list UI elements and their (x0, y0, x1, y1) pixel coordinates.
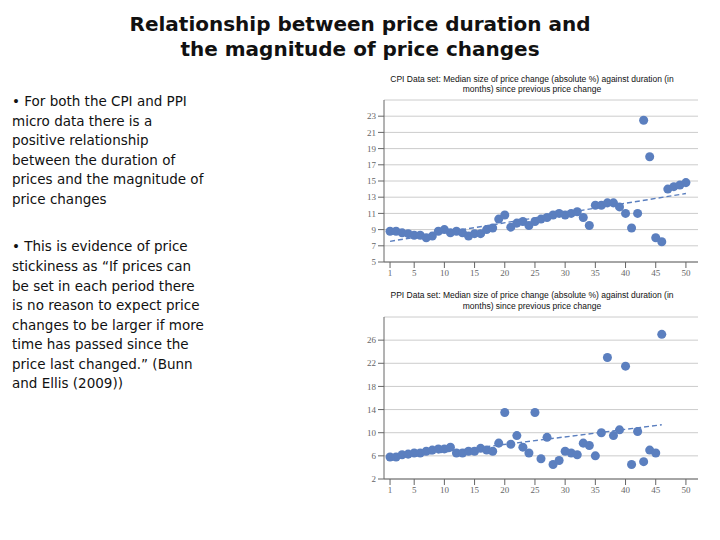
svg-text:10: 10 (440, 269, 450, 279)
svg-text:5: 5 (412, 485, 417, 495)
svg-text:9: 9 (372, 225, 377, 235)
svg-text:23: 23 (367, 112, 377, 122)
svg-text:50: 50 (681, 485, 691, 495)
svg-text:1: 1 (388, 485, 393, 495)
svg-text:35: 35 (591, 269, 601, 279)
svg-text:2: 2 (372, 474, 377, 484)
html-text:• For both the CPI and PPI mic: • For both the CPI and PPI micro data th… (12, 93, 204, 207)
svg-text:18: 18 (367, 381, 377, 391)
svg-text:6: 6 (372, 451, 377, 461)
svg-text:20: 20 (500, 485, 510, 495)
svg-text:25: 25 (530, 485, 540, 495)
svg-text:45: 45 (651, 485, 661, 495)
svg-text:13: 13 (367, 193, 377, 203)
html-text:PPI Data set: Median size of p: PPI Data set: Median size of price chang… (390, 290, 674, 311)
svg-text:30: 30 (561, 485, 571, 495)
svg-text:10: 10 (367, 428, 377, 438)
svg-text:35: 35 (591, 485, 601, 495)
svg-text:22: 22 (367, 358, 376, 368)
svg-text:26: 26 (367, 335, 377, 345)
svg-text:1: 1 (388, 269, 393, 279)
svg-text:5: 5 (372, 258, 377, 268)
svg-text:45: 45 (651, 269, 661, 279)
svg-text:21: 21 (367, 128, 376, 138)
svg-text:5: 5 (412, 269, 417, 279)
svg-text:25: 25 (530, 269, 540, 279)
svg-text:11: 11 (367, 209, 376, 219)
svg-text:19: 19 (367, 144, 377, 154)
svg-text:15: 15 (367, 177, 377, 187)
html-text:Relationship between price dur: Relationship between price duration and … (129, 12, 591, 61)
svg-text:14: 14 (367, 405, 377, 415)
svg-text:17: 17 (367, 160, 377, 170)
html-text:• This is evidence of price st: • This is evidence of price stickiness a… (12, 238, 204, 392)
svg-text:15: 15 (470, 485, 480, 495)
svg-text:40: 40 (621, 485, 631, 495)
svg-text:20: 20 (500, 269, 510, 279)
svg-text:50: 50 (681, 269, 691, 279)
svg-text:30: 30 (561, 269, 571, 279)
svg-text:40: 40 (621, 269, 631, 279)
html-text:CPI Data set: Median size of p: CPI Data set: Median size of price chang… (390, 74, 674, 95)
svg-text:10: 10 (440, 485, 450, 495)
svg-text:15: 15 (470, 269, 480, 279)
svg-text:7: 7 (372, 241, 377, 251)
